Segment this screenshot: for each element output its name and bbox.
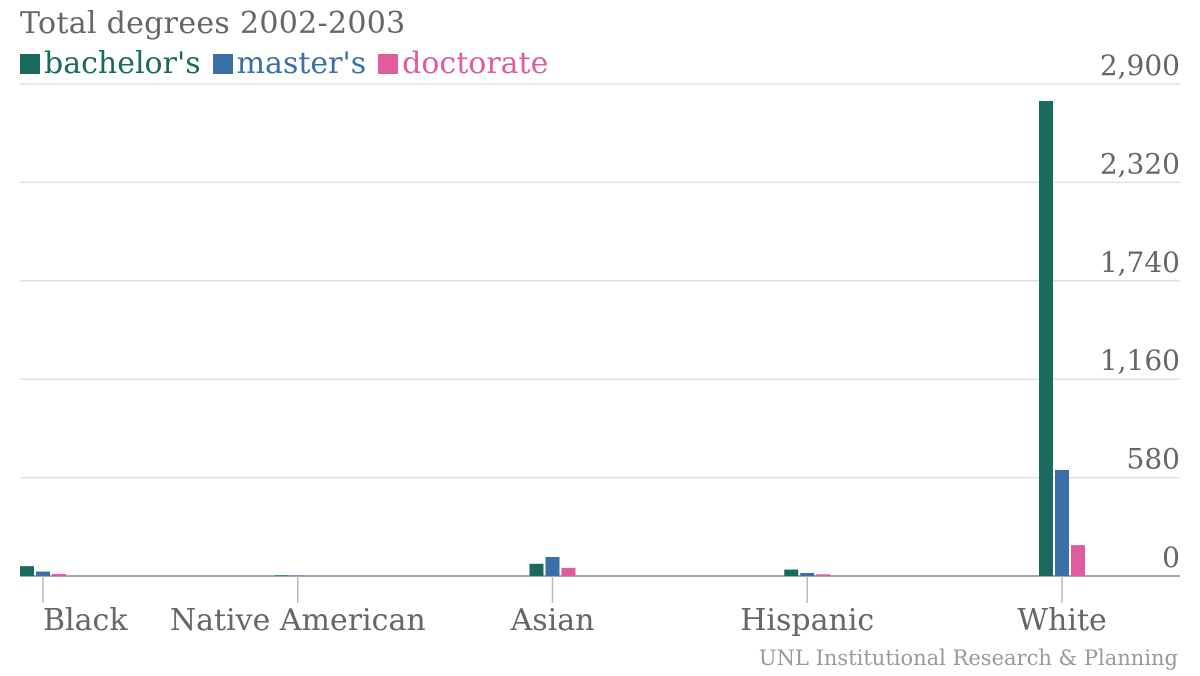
y-tick-label: 2,320 xyxy=(1100,147,1180,180)
legend-swatch-masters xyxy=(212,53,233,74)
bar xyxy=(274,575,289,576)
y-tick-label: 1,160 xyxy=(1100,344,1180,377)
x-tick-label: Hispanic xyxy=(740,603,874,638)
bar xyxy=(20,566,34,576)
bar xyxy=(561,567,576,576)
legend-swatch-bachelors xyxy=(20,53,40,74)
y-tick-label: 1,740 xyxy=(1100,246,1180,279)
bar xyxy=(800,572,815,576)
legend-item-doctorate: doctorate xyxy=(378,46,548,81)
bar xyxy=(52,573,66,576)
bar xyxy=(290,575,305,576)
x-tick-label: Asian xyxy=(510,603,595,638)
source-note: UNL Institutional Research & Planning xyxy=(758,646,1178,670)
bar xyxy=(1071,545,1085,576)
x-tick-label: Black xyxy=(43,603,128,638)
chart-title: Total degrees 2002-2003 xyxy=(20,6,406,41)
legend-item-bachelors: bachelor's xyxy=(20,46,201,81)
legend-label-doctorate: doctorate xyxy=(402,46,549,81)
bar xyxy=(545,556,560,576)
bar xyxy=(1039,100,1053,576)
bar xyxy=(784,569,799,576)
bar xyxy=(36,571,50,576)
legend: bachelor's master's doctorate xyxy=(20,46,560,81)
y-tick-label: 0 xyxy=(1162,541,1180,574)
x-tick-label: White xyxy=(1017,603,1107,638)
y-tick-label: 2,900 xyxy=(1100,49,1180,82)
bar xyxy=(1055,469,1069,576)
legend-label-bachelors: bachelor's xyxy=(44,46,201,81)
x-tick-label: Native American xyxy=(170,603,426,638)
legend-swatch-doctorate xyxy=(378,53,399,74)
bar xyxy=(529,563,544,576)
bar xyxy=(816,574,831,576)
legend-item-masters: master's xyxy=(212,46,367,81)
legend-label-masters: master's xyxy=(236,46,367,81)
y-tick-label: 580 xyxy=(1127,443,1180,476)
